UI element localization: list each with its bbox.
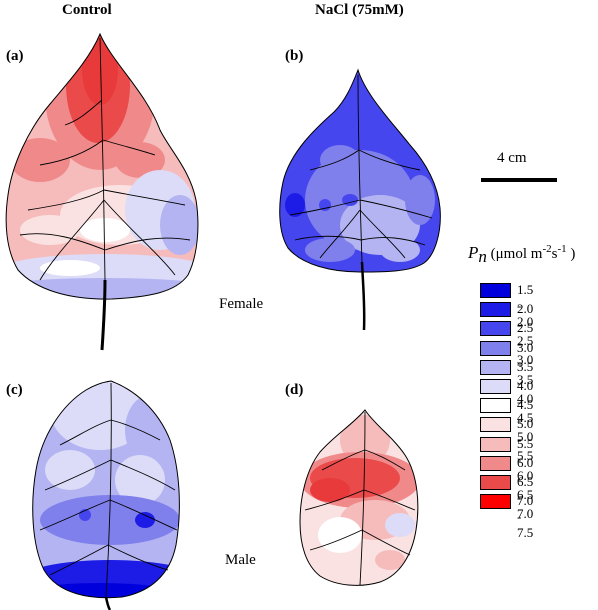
- legend-range: 2.0 - 2.5: [517, 301, 534, 349]
- legend-range: 5.0 - 5.5: [517, 416, 534, 464]
- leaf-d-heatmap: [299, 409, 419, 586]
- legend-title: Pn (μmol m-2s-1 ): [468, 243, 575, 267]
- legend-swatch: [480, 340, 511, 356]
- legend-swatch: [480, 494, 511, 510]
- legend-range: 3.0 - 3.5: [517, 339, 534, 387]
- legend-swatch: [480, 378, 511, 394]
- row-label-male: Male: [225, 552, 256, 568]
- legend-range: 2.5 - 3.0: [517, 320, 534, 368]
- legend-range: 1.5 - 2.0: [517, 282, 534, 329]
- legend-unit-mid: s: [551, 246, 558, 262]
- legend-range: 5.5 - 6.0: [517, 435, 534, 483]
- legend-unit-before: (μmol m: [490, 246, 543, 262]
- legend-swatch: [480, 436, 511, 452]
- legend-range: 3.5 - 4.0: [517, 358, 534, 406]
- panel-label-b: (b): [285, 48, 304, 64]
- legend-symbol-sub: n: [478, 247, 487, 266]
- legend-swatch: [480, 398, 511, 414]
- legend-swatch: [480, 302, 511, 318]
- panel-label-a: (a): [6, 48, 24, 64]
- leaf-c-heatmap: [32, 380, 180, 610]
- legend-range: 4.5 - 5.0: [517, 397, 534, 445]
- header-control: Control: [62, 2, 112, 18]
- panel-label-d: (d): [285, 382, 304, 398]
- legend-swatch: [480, 283, 511, 298]
- legend-swatch: [480, 359, 511, 375]
- leaf-b-heatmap: [279, 68, 441, 331]
- legend-range: 6.0 - 6.5: [517, 454, 534, 502]
- panel-label-c: (c): [6, 382, 23, 398]
- header-nacl: NaCl (75mM): [315, 2, 404, 18]
- leaf-a-heatmap: [5, 32, 199, 351]
- legend-swatch: [480, 417, 511, 433]
- legend-range: 4.0 - 4.5: [517, 377, 534, 425]
- legend-symbol: P: [468, 243, 479, 262]
- legend-unit-after: ): [570, 246, 576, 262]
- legend-swatch: [480, 321, 511, 337]
- legend-unit-exp1: -2: [542, 243, 552, 255]
- legend-range: 6.5 - 7.0: [517, 473, 534, 521]
- scale-bar-label: 4 cm: [497, 150, 527, 166]
- legend-unit-exp2: -1: [557, 243, 567, 255]
- row-label-female: Female: [219, 296, 264, 312]
- legend-swatch: [480, 474, 511, 490]
- legend-swatch: [480, 455, 511, 471]
- legend-range: 7.0 - 7.5: [517, 493, 534, 541]
